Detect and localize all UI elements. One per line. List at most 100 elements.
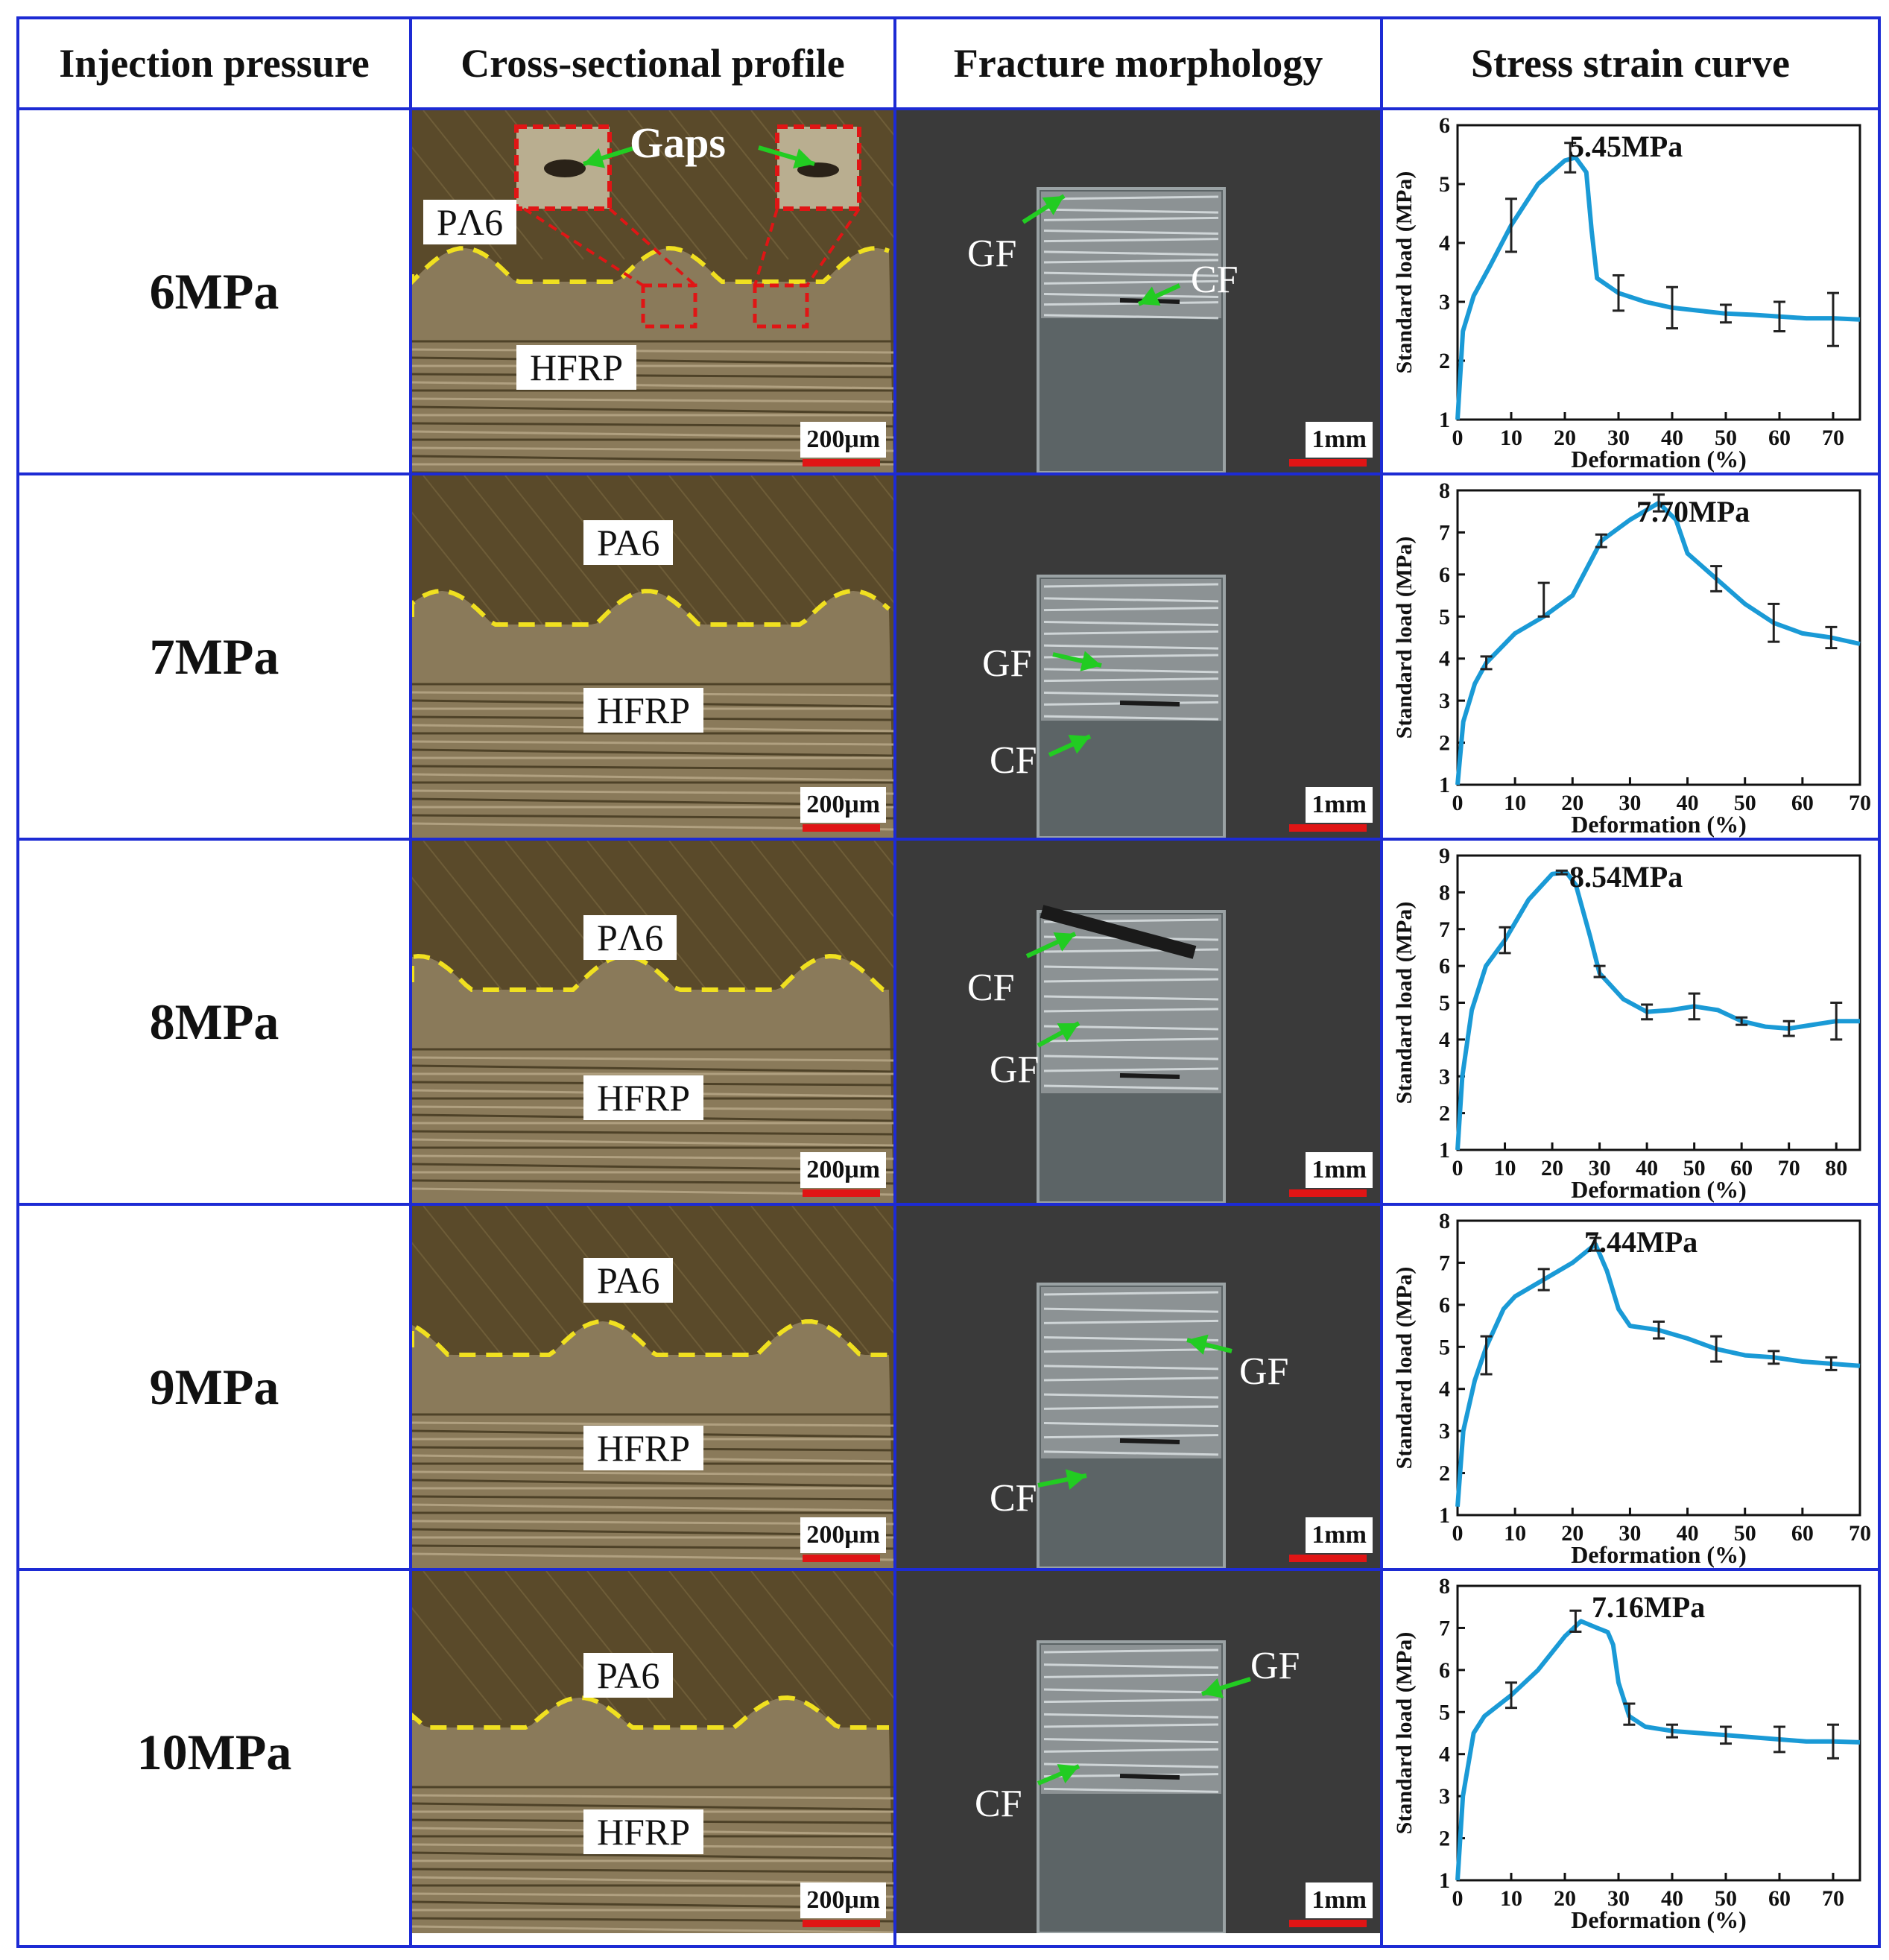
x-tick-label: 10	[1504, 1521, 1526, 1546]
fracture-graphic	[896, 110, 1380, 472]
y-tick-label: 5	[1439, 1335, 1450, 1359]
glass-fiber-strand	[1043, 1663, 1219, 1669]
y-tick-label: 6	[1439, 113, 1450, 138]
scratch-line	[627, 475, 748, 625]
scale-bar	[803, 1189, 880, 1197]
fiber-layer	[412, 1794, 893, 1800]
y-tick-label: 1	[1439, 408, 1450, 432]
green-arrow-head	[1057, 1023, 1079, 1042]
y-tick-label: 7	[1439, 917, 1450, 942]
fracture-graphic	[896, 475, 1380, 838]
interface-dashed-line	[412, 954, 889, 992]
glass-fiber-strand	[1043, 1348, 1219, 1353]
x-tick-label: 10	[1500, 1886, 1522, 1911]
interface-dashed-line	[412, 1695, 889, 1730]
green-arrow-head	[1042, 196, 1064, 215]
stress-strain-chart: 0 10 20 30 40 50 60 70 80 1 2 3 4 5 6 7 8 9 Deformation (%…	[1383, 841, 1878, 1203]
x-axis-label: Deformation (%)	[1571, 1176, 1746, 1203]
y-tick-label: 6	[1439, 954, 1450, 979]
scratch-line	[791, 475, 893, 604]
scale-label: 1mm	[1306, 422, 1373, 458]
row-divider	[16, 107, 1881, 110]
glass-fiber-strand	[1043, 1713, 1219, 1719]
x-tick-label: 10	[1494, 1156, 1516, 1180]
x-tick-label: 40	[1636, 1156, 1658, 1180]
scratch-line	[668, 1206, 789, 1356]
pa6-label: PΛ6	[583, 915, 677, 960]
gap-void	[544, 159, 586, 177]
x-tick-label: 30	[1607, 1886, 1630, 1911]
fiber-layer	[412, 397, 893, 403]
y-tick-label: 7	[1439, 1251, 1450, 1275]
x-tick-label: 20	[1541, 1156, 1563, 1180]
glass-fiber-strand	[1043, 1393, 1219, 1399]
fiber-layer	[412, 1876, 893, 1885]
x-tick-label: 0	[1452, 426, 1464, 450]
gap-source-box	[641, 283, 697, 329]
figure-grid	[16, 16, 1881, 1948]
x-tick-label: 80	[1825, 1156, 1847, 1180]
scratch-line	[423, 841, 543, 990]
glass-fiber-strand	[1043, 1307, 1219, 1313]
fiber-layer	[412, 1064, 893, 1073]
scratch-line	[412, 1607, 502, 1721]
scale-bar	[1289, 1920, 1367, 1927]
fiber-layer	[412, 740, 893, 746]
y-tick-label: 1	[1439, 773, 1450, 797]
x-tick-label: 0	[1452, 1156, 1464, 1180]
x-tick-label: 50	[1734, 791, 1756, 815]
x-tick-label: 30	[1607, 426, 1630, 450]
fiber-layer	[412, 748, 893, 757]
glass-fiber-strand	[1043, 1763, 1219, 1768]
fiber-layer	[412, 373, 893, 379]
glass-fiber-strand	[1043, 301, 1219, 306]
y-tick-label: 3	[1439, 689, 1450, 713]
y-tick-label: 8	[1439, 880, 1450, 905]
x-tick-label: 70	[1822, 1886, 1844, 1911]
carbon-fiber-bundle	[1040, 905, 1197, 959]
chart-svg: 0 10 20 30 40 50 60 70 80 1 2 3 4 5 6 7 8 9 Deformation (%…	[1392, 844, 1861, 1203]
x-tick-label: 10	[1500, 426, 1522, 450]
glass-fiber-strand	[1043, 978, 1219, 983]
stress-strain-chart: 0 10 20 30 40 50 60 70 1 2 3 4 5 6 7 8 Deformation (%) St…	[1383, 1206, 1878, 1568]
fiber-layer	[412, 1851, 893, 1860]
scale-label: 200μm	[800, 1152, 886, 1188]
glass-fiber-strand	[1043, 1738, 1219, 1744]
scratch-line	[832, 1206, 893, 1283]
scratch-line	[791, 1206, 893, 1334]
glass-fiber-strand	[1043, 1008, 1219, 1013]
y-tick-label: 2	[1439, 1827, 1450, 1851]
glass-fiber-strand	[1043, 1673, 1219, 1678]
x-tick-label: 10	[1504, 791, 1526, 815]
scratch-line	[791, 1571, 893, 1699]
glass-fiber-strand	[1043, 1037, 1219, 1043]
fracture-zone	[1041, 579, 1221, 721]
plot-frame	[1456, 489, 1861, 786]
glass-fiber-strand	[1043, 1648, 1219, 1654]
y-tick-label: 3	[1439, 1064, 1450, 1089]
glass-fiber-strand	[1043, 668, 1219, 674]
peak-stress-annotation: 7.70MPa	[1636, 495, 1750, 528]
y-axis-label: Standard load (MPa)	[1392, 902, 1417, 1104]
y-axis-label: Standard load (MPa)	[1392, 171, 1417, 374]
y-tick-label: 6	[1439, 1658, 1450, 1683]
glass-fiber-strand	[1043, 271, 1219, 277]
glass-fiber-strand	[1043, 1055, 1219, 1060]
pa6-label: PA6	[583, 1653, 674, 1698]
header-cross-sectional-profile: Cross-sectional profile	[461, 41, 845, 86]
scratch-line	[627, 1571, 748, 1721]
fracture-image: GF CF 1mm	[896, 1571, 1380, 1933]
fiber-layer	[412, 1470, 893, 1476]
y-tick-label: 4	[1439, 231, 1450, 256]
y-tick-label: 3	[1439, 1784, 1450, 1809]
glass-fiber-strand	[1043, 1723, 1219, 1728]
fiber-layer	[412, 356, 893, 365]
scratch-line	[832, 841, 893, 917]
stress-strain-curve	[1455, 155, 1861, 420]
x-axis-label: Deformation (%)	[1571, 1541, 1746, 1568]
scratch-line	[791, 841, 893, 969]
scale-label: 200μm	[800, 1517, 886, 1553]
fiber-layer	[412, 1495, 893, 1501]
scratch-line	[709, 1571, 830, 1721]
plot-frame	[1456, 124, 1861, 421]
